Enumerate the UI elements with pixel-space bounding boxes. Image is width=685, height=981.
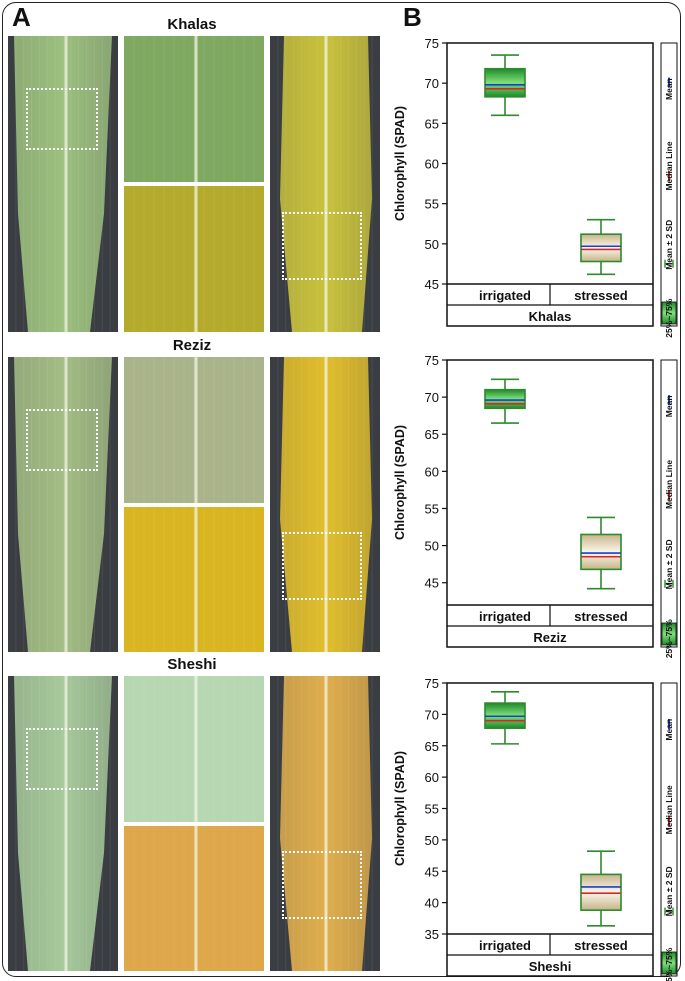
legend-frame [660, 42, 678, 327]
y-tick-label: 45 [425, 864, 439, 879]
x-group-label: Sheshi [529, 959, 572, 974]
leaf-photo-stressed-reziz [270, 357, 380, 652]
legend-label: 25%~75% [664, 947, 674, 981]
legend-frame [660, 359, 678, 648]
x-tick-label-irrigated: irrigated [479, 609, 531, 624]
zoom-photo-irrigated-khalas [124, 36, 264, 182]
y-tick-label: 50 [425, 237, 439, 252]
photo-title-reziz: Reziz [172, 337, 212, 354]
zoom-region-irrigated-reziz [26, 409, 98, 471]
box-irrigated [484, 54, 526, 117]
zoom-region-stressed-sheshi [282, 851, 362, 919]
zoom-photo-irrigated-sheshi [124, 676, 264, 822]
panel-b-label: B [403, 2, 422, 32]
plot-frame [446, 42, 654, 327]
zoom-region-irrigated-sheshi [26, 728, 98, 790]
box-iqr [580, 533, 622, 571]
leaf-photo-irrigated-sheshi [8, 676, 118, 971]
y-tick-label: 50 [425, 833, 439, 848]
leaf-photo-stressed-sheshi [270, 676, 380, 971]
plot-frame [446, 359, 654, 648]
box-stressed [580, 516, 622, 590]
box-iqr [484, 67, 526, 98]
legend-label: Median Line [664, 460, 674, 509]
legend-label: Mean ± 2 SD [664, 220, 674, 270]
y-tick-label: 70 [425, 390, 439, 405]
y-tick-label: 70 [425, 76, 439, 91]
legend: Mean Median Line Mean ± 2 SD 25%~75% [660, 682, 678, 981]
x-tick-label-irrigated: irrigated [479, 288, 531, 303]
y-tick-label: 40 [425, 896, 439, 911]
box-iqr [580, 233, 622, 263]
y-tick-label: 55 [425, 802, 439, 817]
legend: Mean Median Line Mean ± 2 SD 25%~75% [660, 359, 678, 658]
box-iqr [580, 873, 622, 911]
x-tick-label-irrigated: irrigated [479, 938, 531, 953]
legend-label: Mean ± 2 SD [664, 539, 674, 589]
y-tick-label: 75 [425, 353, 439, 368]
legend-label: 25%~75% [664, 298, 674, 337]
x-tick-label-stressed: stressed [574, 609, 628, 624]
legend-label: Median Line [664, 785, 674, 834]
zoom-region-irrigated-khalas [26, 88, 98, 150]
legend-label: Median Line [664, 141, 674, 190]
y-tick-label: 70 [425, 707, 439, 722]
legend-iqr-symbol [661, 301, 677, 325]
zoom-photo-irrigated-reziz [124, 357, 264, 503]
legend-label: Mean [664, 395, 674, 417]
y-tick-label: 35 [425, 927, 439, 942]
legend-iqr-symbol [661, 951, 677, 975]
leaf-photo-stressed-khalas [270, 36, 380, 332]
zoom-region-stressed-reziz [282, 532, 362, 600]
panel-a-label: A [12, 2, 31, 32]
legend-label: Mean ± 2 SD [664, 866, 674, 916]
x-tick-label-stressed: stressed [574, 288, 628, 303]
legend-label: 25%~75% [664, 619, 674, 658]
y-tick-label: 45 [425, 277, 439, 292]
box-stressed [580, 850, 622, 927]
x-group-label: Khalas [529, 309, 572, 324]
legend-label: Mean [664, 719, 674, 741]
legend: Mean Median Line Mean ± 2 SD 25%~75% [660, 42, 678, 338]
y-tick-label: 50 [425, 539, 439, 554]
x-tick-label-stressed: stressed [574, 938, 628, 953]
boxplot-reziz: irrigated stressed Reziz 45 50 55 60 65 70 75 Chlo… [393, 353, 678, 658]
x-group-label: Reziz [533, 630, 567, 645]
y-tick-label: 75 [425, 676, 439, 691]
zoom-photo-stressed-sheshi [124, 826, 264, 971]
y-axis-label: Chlorophyll (SPAD) [393, 425, 407, 540]
legend-label: Mean [664, 78, 674, 100]
y-tick-label: 45 [425, 576, 439, 591]
y-tick-label: 55 [425, 197, 439, 212]
y-tick-label: 60 [425, 464, 439, 479]
legend-iqr-symbol [661, 622, 677, 646]
zoom-photo-stressed-reziz [124, 507, 264, 652]
leaf-photo-irrigated-khalas [8, 36, 118, 332]
plot-frame [446, 682, 654, 977]
y-axis-label: Chlorophyll (SPAD) [393, 106, 407, 221]
y-tick-label: 65 [425, 427, 439, 442]
box-iqr [484, 388, 526, 410]
zoom-region-stressed-khalas [282, 212, 362, 280]
y-axis-label: Chlorophyll (SPAD) [393, 751, 407, 866]
y-tick-label: 60 [425, 157, 439, 172]
leaf-photo-irrigated-reziz [8, 357, 118, 652]
y-tick-label: 65 [425, 116, 439, 131]
y-tick-label: 75 [425, 36, 439, 51]
box-irrigated [484, 690, 526, 745]
box-stressed [580, 218, 622, 276]
photo-title-khalas: Khalas [167, 16, 217, 33]
legend-frame [660, 682, 678, 977]
y-tick-label: 60 [425, 770, 439, 785]
zoom-photo-stressed-khalas [124, 186, 264, 332]
box-irrigated [484, 378, 526, 424]
y-tick-label: 55 [425, 501, 439, 516]
photo-title-sheshi: Sheshi [167, 656, 217, 673]
y-tick-label: 65 [425, 739, 439, 754]
